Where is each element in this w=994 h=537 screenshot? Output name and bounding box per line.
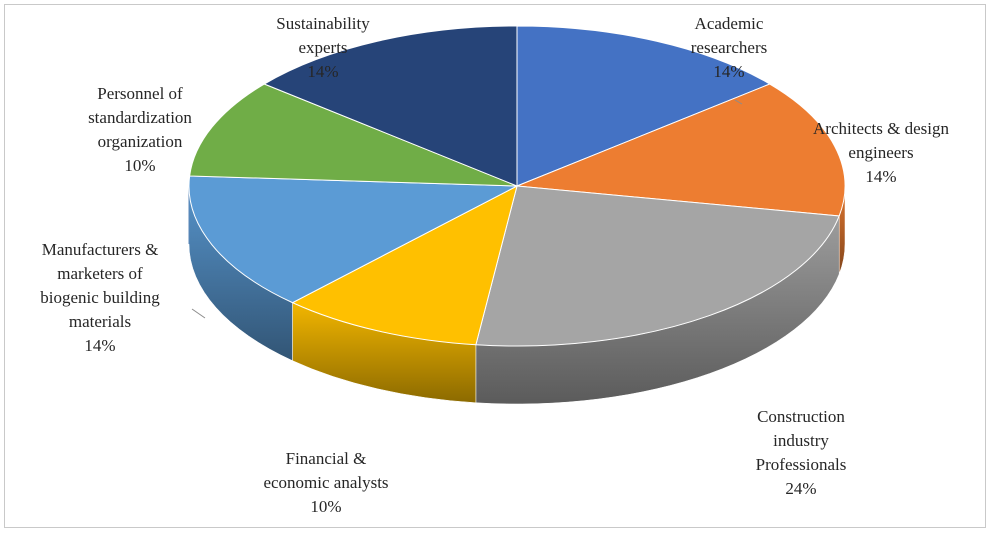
data-label-text: Personnel of [97,84,183,103]
leader-line-4 [191,308,206,319]
data-label-text: Architects & design [813,119,949,138]
data-label-text: experts [298,38,348,57]
data-label-text: researchers [690,38,768,57]
pie-slice-2 [475,185,840,347]
data-label-4: Manufacturers & marketers of biogenic buil… [40,238,159,358]
data-label-percent: 24% [785,479,817,498]
pie-slice-6 [263,25,518,187]
data-label-6: Sustainability experts 14% [276,12,370,84]
data-label-text: industry [773,431,829,450]
pie-slice-4 [188,175,519,304]
data-label-2: Construction industry Professionals 24% [756,405,847,501]
data-label-percent: 14% [307,62,339,81]
data-label-3: Financial & economic analysts 10% [263,447,388,519]
data-label-text: Financial & [285,449,367,468]
data-label-text: marketers of [57,264,143,283]
data-label-text: Manufacturers & [41,240,159,259]
pie-slice-3 [291,185,518,346]
data-label-5: Personnel of standardization organization 1… [88,82,192,178]
pie-slice-1 [516,83,846,217]
data-label-percent: 10% [124,156,156,175]
data-label-percent: 14% [713,62,745,81]
data-label-text: organization [97,132,183,151]
data-label-text: Academic [694,14,764,33]
data-label-text: standardization [88,108,192,127]
data-label-text: materials [68,312,132,331]
leader-line-0 [734,99,743,105]
data-label-percent: 14% [865,167,897,186]
data-label-text: engineers [848,143,914,162]
data-label-text: Sustainability [276,14,370,33]
data-label-text: Construction [757,407,845,426]
data-label-text: biogenic building [40,288,160,307]
pie-slice-5 [189,83,518,187]
pie-side-walls [188,185,846,405]
data-label-text: economic analysts [263,473,389,492]
data-label-percent: 10% [310,497,342,516]
data-label-percent: 14% [84,336,116,355]
pie-top [188,25,846,347]
data-label-1: Architects & design engineers 14% [813,117,949,189]
data-label-text: Professionals [755,455,847,474]
data-label-0: Academic researchers 14% [691,12,767,84]
pie-slice-0 [516,25,771,187]
